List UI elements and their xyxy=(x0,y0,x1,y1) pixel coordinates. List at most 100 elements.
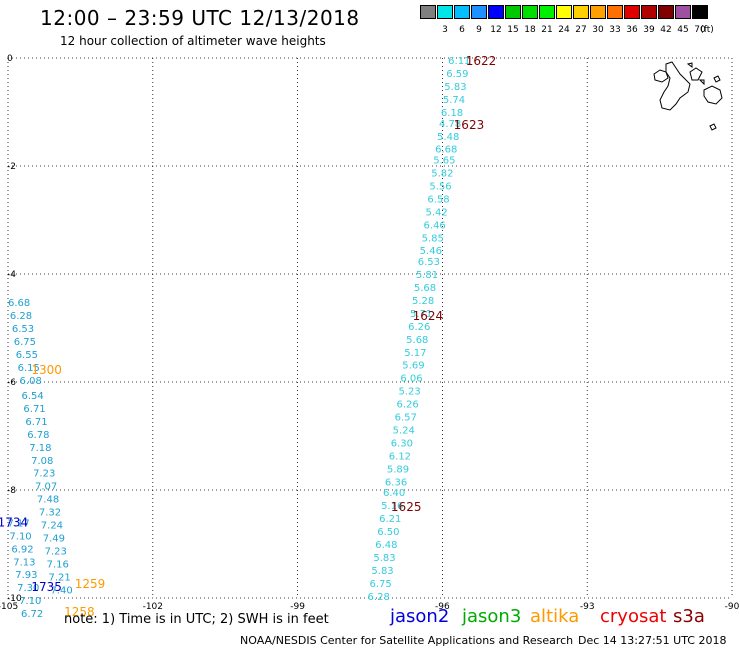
satellite-altika-label: altika xyxy=(530,606,580,627)
legend-label: 70 xyxy=(694,25,706,35)
legend-swatch xyxy=(522,5,538,19)
pass-time-labels: 1622 1623 1624 1625 1300 1734 1735 1259 1258 xyxy=(0,54,496,619)
legend-swatch xyxy=(471,5,487,19)
legend-label: 6 xyxy=(459,25,465,35)
legend-swatch xyxy=(624,5,640,19)
footer-note: note: 1) Time is in UTC; 2) SWH is in fe… xyxy=(64,612,329,627)
wave-height-value: 7.93 xyxy=(15,570,37,581)
legend-swatch xyxy=(641,5,657,19)
wave-height-value: 5.71 xyxy=(410,309,432,320)
satellite-jason2-label: jason2 xyxy=(390,606,450,627)
wave-height-value: 6.18 xyxy=(441,108,463,119)
wave-height-value: 6.26 xyxy=(408,322,430,333)
legend-label: 3 xyxy=(442,25,448,35)
wave-height-value: 6.06 xyxy=(400,374,422,385)
legend-label: 39 xyxy=(643,25,655,35)
legend-label: 21 xyxy=(541,25,553,35)
legend-label: 33 xyxy=(609,25,621,35)
wave-height-value: 5.28 xyxy=(412,296,434,307)
y-tick-label: -10 xyxy=(7,594,22,604)
wave-height-value: 5.85 xyxy=(422,233,444,244)
legend-swatch xyxy=(420,5,436,19)
wave-height-value: 5.17 xyxy=(404,348,426,359)
wave-height-value: 6.30 xyxy=(391,438,413,449)
legend-label: 24 xyxy=(558,25,570,35)
legend-swatch xyxy=(573,5,589,19)
legend-label: 27 xyxy=(575,25,587,35)
map-subtitle: 12 hour collection of altimeter wave hei… xyxy=(60,34,326,48)
wave-height-value: 7.18 xyxy=(29,443,51,454)
x-tick-label: -99 xyxy=(290,602,305,612)
wave-height-value: 7.10 xyxy=(19,596,41,607)
legend-unit-label: (ft) xyxy=(700,25,714,35)
legend-label: 36 xyxy=(626,25,638,35)
wave-height-value: 6.11 xyxy=(448,56,470,67)
wave-height-value: 6.72 xyxy=(21,609,43,620)
wave-height-value: 6.68 xyxy=(435,145,457,156)
wave-height-value: 5.68 xyxy=(406,335,428,346)
wave-height-value: 5.83 xyxy=(444,82,466,93)
legend-swatch xyxy=(454,5,470,19)
wave-height-value: 6.28 xyxy=(368,592,390,603)
wave-height-value: 7.24 xyxy=(41,521,63,532)
pass-time-label: 1624 xyxy=(413,309,444,323)
legend-swatch xyxy=(675,5,691,19)
wave-height-value: 6.75 xyxy=(14,337,36,348)
legend-swatch xyxy=(539,5,555,19)
wave-height-value: 6.59 xyxy=(446,69,468,80)
wave-height-value: 7.08 xyxy=(31,456,53,467)
legend-swatch xyxy=(692,5,708,19)
wave-height-value: 7.13 xyxy=(13,557,35,568)
legend-swatch xyxy=(556,5,572,19)
pass-time-label: 1734 xyxy=(0,515,28,529)
wave-height-value: 7.10 xyxy=(9,531,31,542)
pass-time-label: 1300 xyxy=(31,363,62,377)
satellite-s3a-label: s3a xyxy=(673,606,705,627)
color-legend: 3 6 9 12 15 18 21 24 27 30 33 36 39 42 45 70 (ft) xyxy=(420,5,728,35)
wave-height-value: 7.30 xyxy=(17,583,39,594)
wave-height-value: 5.65 xyxy=(433,156,455,167)
map-grid xyxy=(7,57,733,599)
y-tick-label: -2 xyxy=(7,162,16,172)
wave-height-value: 7.32 xyxy=(39,508,61,519)
wave-height-value: 5.83 xyxy=(371,566,393,577)
galapagos-coastline xyxy=(653,61,723,131)
wave-height-value: 5.42 xyxy=(425,207,447,218)
wave-height-value: 5.69 xyxy=(402,361,424,372)
y-tick-label: 0 xyxy=(7,54,13,64)
wave-height-value: 6.58 xyxy=(427,194,449,205)
wave-height-value: 5.82 xyxy=(431,168,453,179)
wave-height-tracks: 6.116.595.835.746.184.785.486.685.655.82… xyxy=(7,56,470,620)
wave-height-value: 6.15 xyxy=(18,363,40,374)
legend-label: 9 xyxy=(476,25,482,35)
legend-swatch xyxy=(505,5,521,19)
wave-height-value: 7.40 xyxy=(50,585,72,596)
pass-time-label: 1622 xyxy=(466,54,497,68)
wave-height-value: 7.49 xyxy=(43,534,65,545)
wave-height-value: 6.55 xyxy=(16,350,38,361)
wave-height-value: 6.08 xyxy=(20,376,42,387)
wave-height-value: 5.74 xyxy=(443,95,465,106)
wave-height-value: 6.54 xyxy=(21,391,43,402)
legend-swatch xyxy=(607,5,623,19)
legend-label: 18 xyxy=(524,25,536,35)
wave-height-value: 5.46 xyxy=(420,246,442,257)
pass-time-label: 1258 xyxy=(64,605,95,619)
wave-height-value: 5.48 xyxy=(437,132,459,143)
wave-height-value: 7.23 xyxy=(45,546,67,557)
wave-height-value: 6.57 xyxy=(395,413,417,424)
wave-height-value: 7.21 xyxy=(49,572,71,583)
wave-height-value: 6.28 xyxy=(10,311,32,322)
x-tick-label: -102 xyxy=(143,602,163,612)
wave-height-value: 6.53 xyxy=(12,324,34,335)
y-tick-label: -4 xyxy=(7,270,16,280)
legend-label: 12 xyxy=(490,25,502,35)
pass-time-label: 1259 xyxy=(75,577,106,591)
pass-time-label: 1625 xyxy=(391,500,422,514)
legend-label: 15 xyxy=(507,25,519,35)
pass-time-label: 1623 xyxy=(454,118,485,132)
wave-height-value: 7.16 xyxy=(47,559,69,570)
credit-line: NOAA/NESDIS Center for Satellite Applica… xyxy=(240,634,574,647)
wave-height-value: 5.68 xyxy=(414,283,436,294)
